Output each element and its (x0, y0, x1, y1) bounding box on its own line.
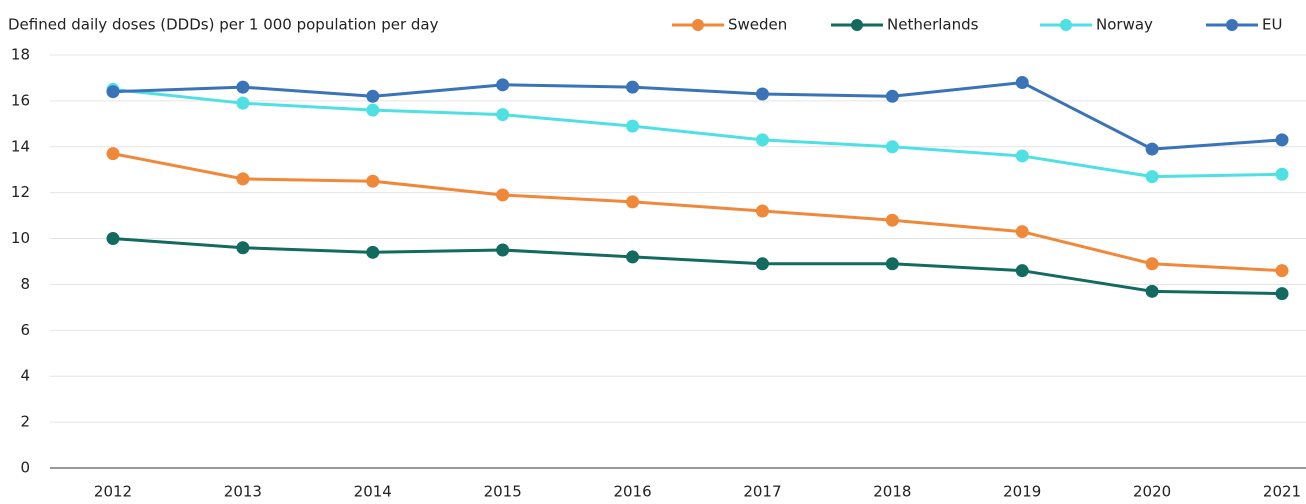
data-point (755, 133, 769, 147)
data-point (1015, 149, 1029, 163)
data-point (106, 147, 120, 161)
data-point (236, 241, 250, 255)
y-tick-label: 4 (20, 367, 30, 385)
x-tick-label: 2014 (354, 483, 392, 501)
data-point (755, 87, 769, 101)
data-point (496, 78, 510, 92)
data-point (626, 250, 640, 264)
data-point (885, 213, 899, 227)
series-line (112, 152, 1283, 273)
legend-marker (851, 19, 863, 31)
data-point (496, 188, 510, 202)
data-point (885, 257, 899, 271)
series-line (112, 87, 1283, 179)
data-point (885, 89, 899, 103)
x-tick-label: 2013 (224, 483, 262, 501)
x-tick-label: 2020 (1133, 483, 1171, 501)
data-point (885, 140, 899, 154)
legend-label: Netherlands (887, 16, 979, 34)
data-point (1145, 170, 1159, 184)
y-tick-label: 12 (11, 183, 30, 201)
legend-label: Norway (1096, 16, 1153, 34)
data-point (1145, 257, 1159, 271)
y-tick-label: 0 (20, 459, 30, 477)
data-point (755, 257, 769, 271)
data-point (366, 89, 380, 103)
x-tick-label: 2018 (873, 483, 911, 501)
y-tick-label: 14 (11, 137, 30, 155)
data-point (1145, 284, 1159, 298)
data-point (366, 103, 380, 117)
data-point (1015, 225, 1029, 239)
data-point (1015, 264, 1029, 278)
legend-marker (1060, 19, 1072, 31)
data-point (366, 245, 380, 259)
data-point (236, 172, 250, 186)
legend-marker (1226, 19, 1238, 31)
data-point (1145, 142, 1159, 156)
x-tick-label: 2019 (1003, 483, 1041, 501)
legend-label: EU (1262, 16, 1282, 34)
legend-marker (692, 19, 704, 31)
y-tick-label: 16 (11, 91, 30, 109)
data-point (106, 85, 120, 99)
data-point (106, 232, 120, 246)
x-tick-label: 2021 (1263, 483, 1301, 501)
data-point (1275, 133, 1289, 147)
y-tick-label: 18 (11, 46, 30, 64)
y-tick-label: 2 (20, 413, 30, 431)
data-point (236, 80, 250, 94)
legend-label: Sweden (728, 16, 787, 34)
data-point (626, 195, 640, 209)
x-tick-label: 2016 (613, 483, 651, 501)
data-point (366, 174, 380, 188)
data-point (626, 119, 640, 133)
data-point (236, 96, 250, 110)
x-tick-label: 2017 (743, 483, 781, 501)
series-line (112, 81, 1283, 151)
data-point (496, 243, 510, 257)
x-tick-label: 2015 (484, 483, 522, 501)
y-axis-label: Defined daily doses (DDDs) per 1 000 pop… (8, 16, 439, 34)
series-line (112, 237, 1283, 296)
y-tick-label: 10 (11, 229, 30, 247)
data-point (1015, 76, 1029, 90)
x-tick-label: 2012 (94, 483, 132, 501)
y-tick-label: 8 (20, 275, 30, 293)
data-point (1275, 167, 1289, 181)
data-point (1275, 264, 1289, 278)
y-tick-label: 6 (20, 321, 30, 339)
data-point (755, 204, 769, 218)
data-point (496, 108, 510, 122)
data-point (1275, 287, 1289, 301)
data-point (626, 80, 640, 94)
